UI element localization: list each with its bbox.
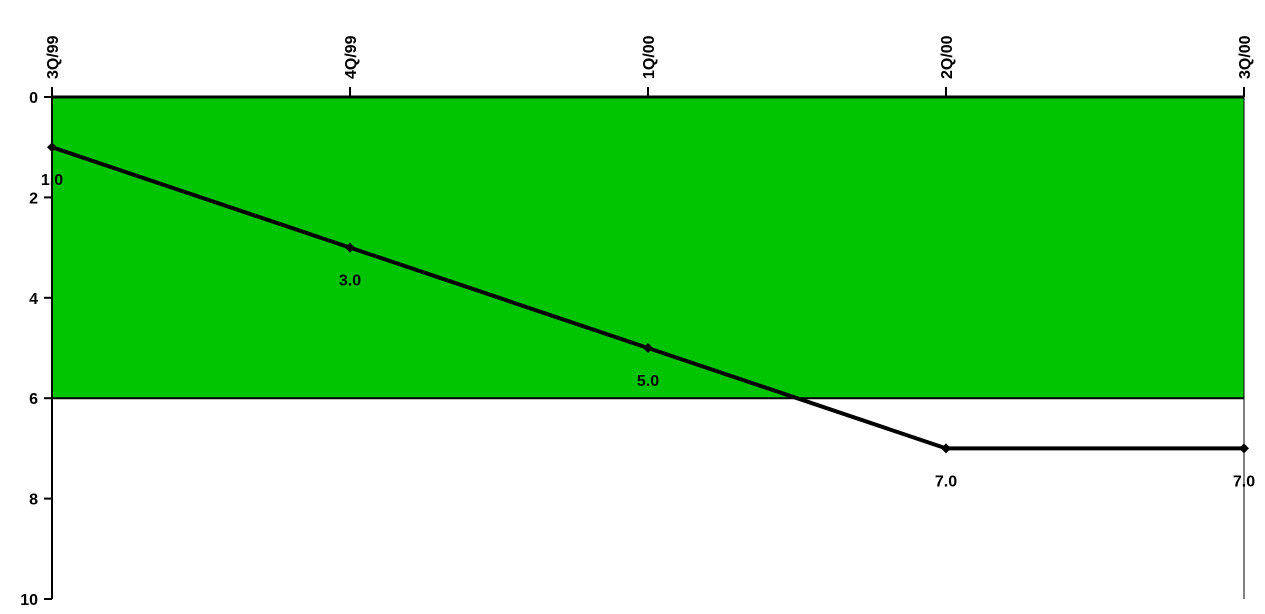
data-point-marker (345, 242, 355, 253)
x-tick-label: 2Q/00 (939, 35, 956, 79)
data-label: 7.0 (1233, 473, 1255, 490)
x-tick-label: 3Q/99 (45, 35, 62, 79)
data-point-marker (643, 343, 653, 353)
axis-ticks (44, 87, 1245, 600)
data-point-marker (1239, 443, 1249, 454)
shaded-band (52, 97, 1244, 399)
y-axis-tick-labels: 0 2 4 6 8 10 (20, 90, 38, 609)
x-axis-tick-labels: 3Q/99 4Q/99 1Q/00 2Q/00 3Q/00 (45, 35, 1254, 79)
x-tick-label: 1Q/00 (641, 35, 658, 79)
data-label: 3.0 (339, 273, 361, 290)
y-tick-label: 0 (29, 90, 38, 107)
y-tick-label: 10 (20, 592, 38, 609)
data-label: 5.0 (637, 373, 659, 390)
data-label: 7.0 (935, 473, 957, 490)
data-markers (47, 142, 1249, 454)
data-point-marker (47, 142, 57, 153)
y-tick-label: 8 (29, 492, 38, 509)
x-tick-label: 3Q/00 (1237, 35, 1254, 79)
data-point-marker (941, 443, 951, 454)
y-tick-label: 2 (29, 190, 38, 207)
y-tick-label: 6 (29, 391, 38, 408)
data-labels: 1.0 3.0 5.0 7.0 7.0 (41, 172, 1255, 490)
y-tick-label: 4 (29, 291, 38, 308)
data-label: 1.0 (41, 172, 63, 189)
x-tick-label: 4Q/99 (343, 35, 360, 79)
